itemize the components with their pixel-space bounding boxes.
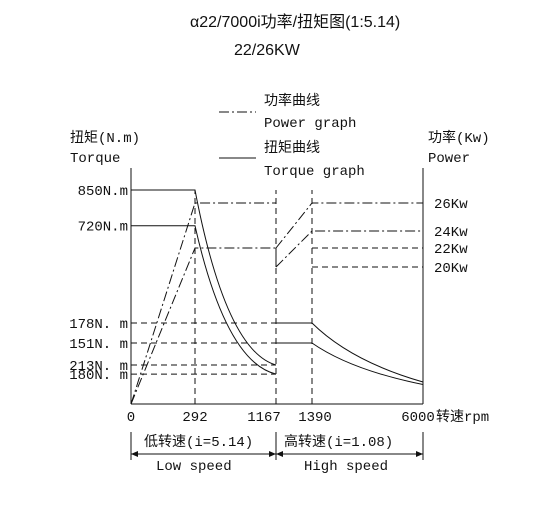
power-tick-label: 22Kw [434, 242, 468, 258]
low-speed-arrowhead-right [269, 451, 276, 457]
high-speed-arrowhead-right [416, 451, 423, 457]
right-axis-label-cn: 功率(Kw) [428, 129, 490, 147]
torque-tick-label: 720N.m [78, 220, 128, 236]
rpm-tick-label: 6000 [401, 410, 435, 426]
rpm-tick-label: 292 [182, 410, 207, 426]
legend-power-en: Power graph [264, 116, 356, 132]
legend: 功率曲线 Power graph 扭矩曲线 Torque graph [219, 92, 365, 180]
power-tick-label: 24Kw [434, 225, 468, 241]
legend-torque-cn: 扭矩曲线 [264, 140, 320, 157]
torque-tick-label: 213N. m [69, 359, 128, 375]
series-lines [130, 189, 424, 405]
torque-tick-label: 178N. m [69, 317, 128, 333]
left-axis-label-cn: 扭矩(N.m) [70, 130, 140, 147]
power-curve [130, 247, 276, 405]
high-speed-arrowhead-left [276, 451, 283, 457]
torque-curve [276, 342, 424, 385]
x-axis-label: 转速rpm [436, 409, 489, 426]
torque-curve [276, 322, 424, 383]
power-curve [275, 230, 423, 268]
rpm-tick-label: 1167 [247, 410, 281, 426]
chart-subtitle: 22/26KW [234, 42, 301, 59]
power-tick-label: 26Kw [434, 197, 468, 213]
torque-tick-label: 180N. m [69, 368, 128, 384]
rpm-tick-label: 0 [127, 410, 135, 426]
torque-tick-label: 850N.m [78, 184, 128, 200]
high-speed-label-cn: 高转速(i=1.08) [284, 433, 393, 451]
power-tick-label: 20Kw [434, 261, 468, 277]
chart-title: α22/7000i功率/扭矩图(1:5.14) [190, 13, 400, 31]
torque-curve [131, 189, 277, 366]
legend-power-cn: 功率曲线 [264, 92, 320, 110]
rpm-tick-label: 1390 [298, 410, 332, 426]
low-speed-arrowhead-left [131, 451, 138, 457]
left-axis-label-en: Torque [70, 151, 120, 167]
torque-tick-label: 151N. m [69, 337, 128, 353]
legend-torque-en: Torque graph [264, 164, 365, 180]
high-speed-label-en: High speed [304, 459, 388, 475]
low-speed-label-en: Low speed [156, 459, 232, 475]
reference-lines [131, 190, 423, 404]
power-curve [275, 202, 423, 249]
torque-curve [131, 225, 277, 375]
low-speed-label-cn: 低转速(i=5.14) [144, 434, 253, 451]
right-axis-label-en: Power [428, 151, 470, 167]
range-annotations: 低转速(i=5.14) Low speed 高转速(i=1.08) High s… [130, 432, 424, 475]
